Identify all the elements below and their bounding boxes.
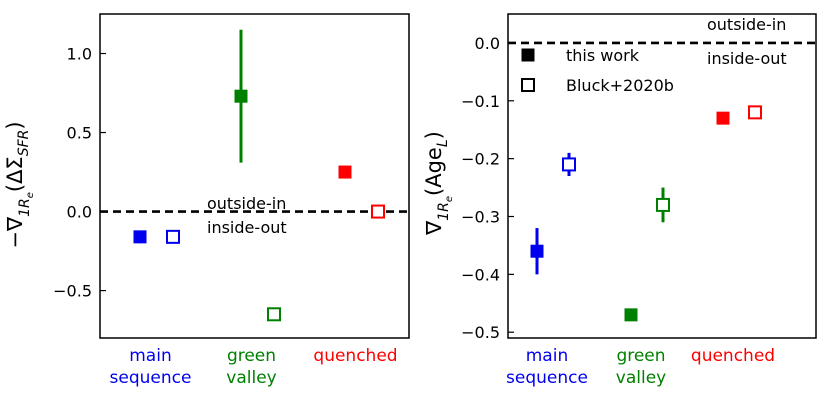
- category-label: main sequence: [110, 346, 192, 388]
- y-axis-label: −∇1Re(ΔΣSFR): [3, 121, 36, 248]
- category-label: green valley: [226, 346, 276, 388]
- category-label-line: sequence: [110, 368, 192, 388]
- data-point-this-work: [133, 230, 147, 244]
- data-point-this-work: [338, 165, 352, 179]
- category-label-line: quenched: [691, 346, 775, 366]
- y-tick-label: −0.1: [461, 92, 500, 111]
- data-point-bluck-2020b: [656, 197, 670, 212]
- legend-label: this work: [566, 46, 640, 65]
- data-point-bluck-2020b: [267, 307, 281, 322]
- y-tick-label: −0.5: [461, 323, 500, 342]
- category-label-line: quenched: [313, 346, 397, 366]
- data-point-bluck-2020b: [748, 105, 762, 120]
- category-label-line: green: [616, 346, 665, 366]
- data-point-this-work: [624, 308, 638, 322]
- annotation-inside-out: inside-out: [207, 218, 287, 237]
- category-label: quenched: [691, 346, 775, 366]
- legend-label: Bluck+2020b: [566, 76, 674, 95]
- category-label: green valley: [616, 346, 666, 388]
- y-tick-label: 1.0: [67, 45, 92, 64]
- y-tick-label: −0.3: [461, 208, 500, 227]
- annotation-inside-out: inside-out: [707, 49, 787, 68]
- category-label-line: main: [129, 346, 171, 366]
- legend-marker-filled: [521, 48, 535, 62]
- legend-marker-open: [521, 78, 535, 92]
- category-label: quenched: [313, 346, 397, 366]
- category-label-line: main: [526, 346, 568, 366]
- y-tick-label: 0.0: [475, 34, 500, 53]
- data-point-this-work: [530, 244, 544, 258]
- plot-frame: [99, 13, 410, 339]
- chart-panel-1: −0.5 0.0 0.5 1.0 outside-in inside-out −∇1Re(Δ…: [3, 13, 410, 388]
- category-label-line: valley: [616, 368, 666, 388]
- data-point-bluck-2020b: [371, 204, 385, 219]
- chart-panel-2: −0.5 −0.4 −0.3 −0.2 −0.1 0.0 outside-in inside-…: [422, 13, 817, 388]
- category-label-line: green: [227, 346, 276, 366]
- y-tick-label: −0.5: [53, 282, 92, 301]
- data-point-this-work: [234, 89, 248, 103]
- category-label-line: valley: [226, 368, 276, 388]
- y-tick-label: 0.0: [67, 203, 92, 222]
- annotation-outside-in: outside-in: [707, 15, 786, 34]
- y-tick-label: −0.2: [461, 150, 500, 169]
- data-point-this-work: [716, 111, 730, 125]
- category-label: main sequence: [506, 346, 588, 388]
- data-point-bluck-2020b: [166, 229, 180, 244]
- category-label-line: sequence: [506, 368, 588, 388]
- y-tick-label: 0.5: [67, 124, 92, 143]
- data-point-bluck-2020b: [562, 157, 576, 172]
- y-tick-label: −0.4: [461, 265, 500, 284]
- y-axis-label: ∇1Re(AgeL): [422, 131, 455, 236]
- plot-frame: [507, 13, 817, 339]
- annotation-outside-in: outside-in: [207, 194, 286, 213]
- legend: this work Bluck+2020b: [521, 46, 674, 95]
